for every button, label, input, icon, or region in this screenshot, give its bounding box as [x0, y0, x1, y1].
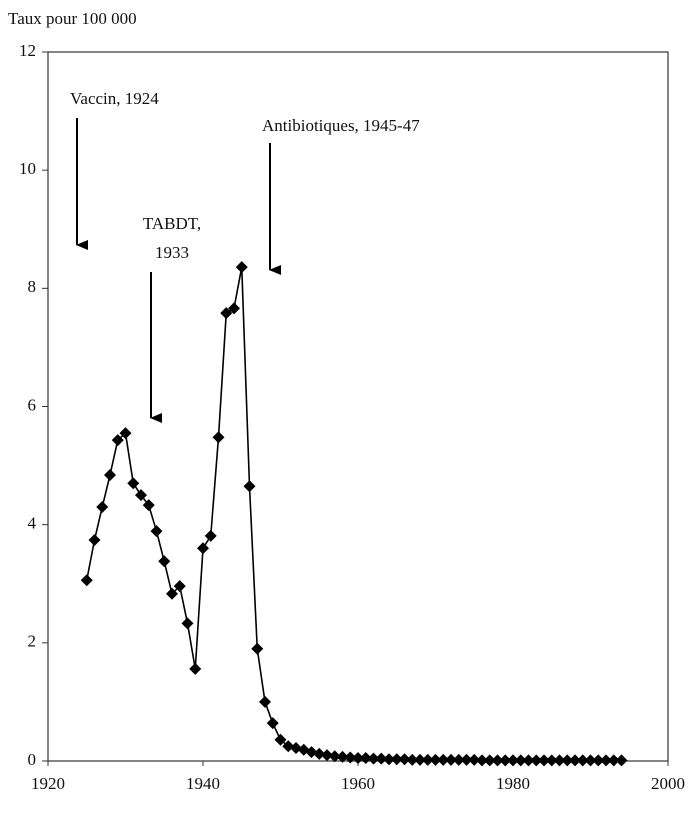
x-tick-label: 1920	[31, 774, 65, 793]
plot-frame	[47, 51, 669, 762]
data-point	[584, 754, 597, 767]
x-tick-label: 1980	[496, 774, 530, 793]
data-point	[104, 469, 116, 482]
data-point	[119, 427, 132, 440]
data-point	[561, 754, 574, 767]
data-point	[150, 525, 163, 538]
data-point	[530, 754, 543, 767]
y-tick-label: 0	[28, 750, 37, 769]
data-point	[359, 752, 372, 765]
data-point	[173, 580, 186, 593]
y-tick-label: 6	[28, 395, 37, 414]
data-point	[321, 749, 333, 762]
annotation: TABDT,	[143, 214, 201, 233]
data-point	[336, 750, 349, 763]
data-point	[166, 587, 178, 600]
data-point	[607, 754, 620, 767]
data-point	[592, 754, 605, 767]
data-point	[499, 754, 512, 767]
data-point	[251, 642, 264, 655]
data-point	[390, 753, 403, 766]
data-point	[367, 752, 380, 765]
data-point	[96, 500, 109, 513]
data-point	[414, 753, 426, 766]
data-point	[274, 733, 287, 746]
data-point	[228, 302, 240, 315]
data-point	[445, 753, 457, 766]
data-point	[468, 753, 481, 766]
y-tick-label: 12	[19, 41, 36, 60]
data-point	[460, 753, 473, 766]
data-point	[313, 747, 326, 760]
y-tick-label: 4	[28, 514, 37, 533]
data-point	[158, 555, 171, 568]
data-point	[383, 753, 395, 766]
data-line	[85, 266, 622, 762]
data-point	[127, 477, 140, 490]
data-point	[135, 489, 147, 502]
y-axis-label: Taux pour 100 000	[8, 9, 137, 28]
data-point	[615, 754, 628, 767]
data-point	[375, 752, 388, 765]
data-point	[88, 534, 101, 547]
annotation: 1933	[155, 243, 189, 262]
x-tick-label: 1940	[186, 774, 220, 793]
data-point	[181, 617, 194, 630]
data-point	[220, 307, 233, 320]
annotation: Vaccin, 1924	[70, 89, 159, 108]
data-point	[352, 752, 364, 765]
data-point	[328, 750, 341, 763]
data-point	[491, 754, 504, 767]
data-point	[235, 261, 248, 274]
data-point	[344, 751, 357, 764]
y-tick-label: 10	[19, 159, 36, 178]
data-point	[142, 499, 155, 512]
data-point	[204, 529, 217, 542]
data-point	[243, 480, 256, 493]
data-point	[476, 754, 488, 767]
data-point	[259, 695, 271, 708]
data-point	[507, 754, 519, 767]
data-point	[538, 754, 550, 767]
x-tick-label: 1960	[341, 774, 375, 793]
data-point	[406, 753, 419, 766]
y-tick-label: 8	[28, 277, 37, 296]
data-point	[452, 753, 465, 766]
data-point	[266, 717, 279, 730]
y-tick-label: 2	[28, 632, 37, 651]
data-point	[111, 434, 124, 447]
annotation: Antibiotiques, 1945-47	[262, 116, 420, 135]
data-point	[398, 753, 411, 766]
data-point	[545, 754, 558, 767]
data-point	[514, 754, 527, 767]
data-point	[576, 754, 589, 767]
data-point	[483, 754, 496, 767]
data-point	[600, 754, 612, 767]
data-point	[437, 753, 450, 766]
data-point	[197, 542, 209, 555]
data-point	[212, 431, 225, 444]
data-point	[80, 574, 93, 587]
data-point	[429, 753, 442, 766]
data-point	[522, 754, 535, 767]
data-point	[569, 754, 581, 767]
data-point	[553, 754, 566, 767]
data-point	[421, 753, 434, 766]
x-tick-label: 2000	[651, 774, 685, 793]
data-point	[189, 662, 202, 675]
